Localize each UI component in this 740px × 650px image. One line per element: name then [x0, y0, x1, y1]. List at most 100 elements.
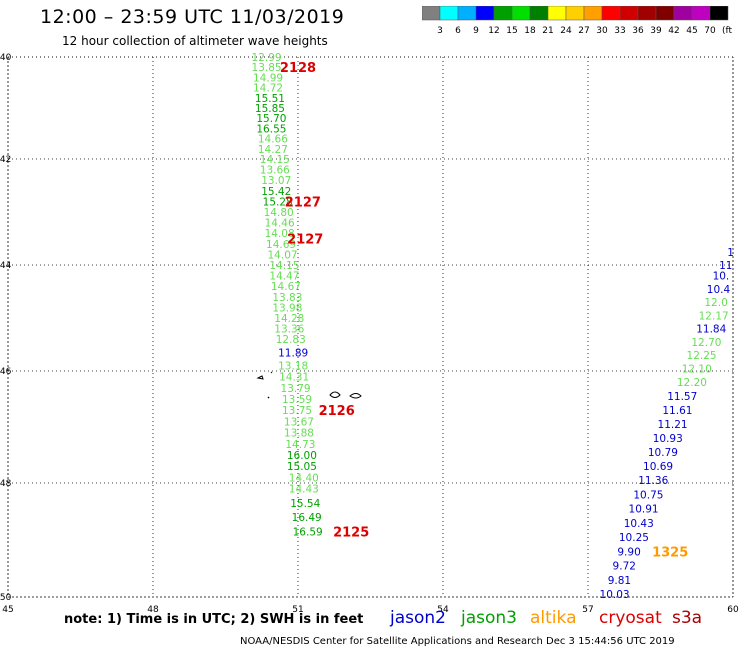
wave-height-value: 15.70	[256, 113, 286, 125]
wave-height-value: 15.54	[290, 498, 320, 510]
color-scale-label: 27	[578, 26, 589, 36]
wave-height-value: 14.67	[271, 281, 301, 293]
latitude-tick-label: -48	[0, 479, 12, 489]
longitude-tick-label: 48	[147, 605, 159, 615]
wave-height-value: 13.66	[260, 165, 290, 177]
wave-height-value: 13.07	[261, 175, 291, 187]
wave-height-value: 14.15	[269, 260, 299, 272]
wave-height-value: 10.4	[707, 284, 731, 296]
wave-height-value: 13.18	[278, 361, 308, 373]
longitude-tick-label: 51	[292, 605, 303, 615]
color-scale-label: 39	[650, 26, 662, 36]
color-scale-label: 24	[560, 26, 572, 36]
pass-number: 2128	[280, 61, 316, 76]
island-outline	[349, 393, 362, 399]
pass-number: 2127	[285, 195, 321, 210]
color-scale-label: 30	[596, 26, 608, 36]
wave-height-value: 11	[719, 260, 732, 272]
wave-height-value: 12.0	[704, 297, 727, 309]
longitude-tick-label: 45	[2, 605, 13, 615]
longitude-tick-label: 57	[582, 605, 593, 615]
wave-height-value: 12.25	[687, 350, 717, 362]
page-title: 12:00 – 23:59 UTC 11/03/2019	[40, 6, 345, 28]
page-subtitle: 12 hour collection of altimeter wave hei…	[62, 34, 328, 48]
latitude-tick-label: -44	[0, 261, 12, 271]
wave-height-value: 16.00	[287, 450, 317, 462]
legend-entry-cryosat: cryosat	[599, 608, 662, 628]
wave-height-value: 9.72	[613, 561, 636, 573]
wave-height-value: 11.36	[638, 475, 668, 487]
wave-height-value: 14.08	[265, 228, 295, 240]
island-outline	[256, 375, 264, 380]
wave-height-value: 13.59	[282, 394, 312, 406]
pass-number: 2126	[319, 404, 355, 419]
color-scale-label: 18	[524, 26, 536, 36]
wave-height-value: 10.91	[629, 504, 659, 516]
wave-height-value: 12.20	[677, 377, 707, 389]
color-scale-label: 33	[614, 26, 625, 36]
wave-height-value: 14.27	[258, 144, 288, 156]
wave-height-value: 10.03	[600, 589, 630, 601]
wave-height-value: 14.07	[268, 249, 298, 261]
wave-height-value: 10.25	[619, 532, 649, 544]
longitude-tick-label: 60	[727, 605, 739, 615]
color-scale-label: 21	[542, 26, 553, 36]
wave-height-value: 16.49	[292, 512, 322, 524]
wave-height-value: 10.69	[643, 461, 673, 473]
wave-height-value: 12.99	[252, 52, 282, 64]
wave-height-value: 11.21	[658, 419, 688, 431]
wave-height-value: 11.84	[696, 324, 726, 336]
wave-height-value: 13.88	[284, 428, 314, 440]
wave-height-value: 12.10	[682, 363, 712, 375]
map-grid: 45 48 51 54 57 60 -40 -42 -44 -46 -48 -50	[0, 53, 739, 615]
color-scale-label: 42	[668, 26, 679, 36]
island-coastlines	[256, 371, 362, 399]
island-outline	[270, 371, 273, 374]
color-scale-label: 9	[473, 26, 479, 36]
wave-height-value: 15.05	[287, 461, 317, 473]
wave-height-value: 14.31	[279, 372, 309, 384]
wave-height-value: 16.59	[293, 526, 323, 538]
color-scale-label: 6	[455, 26, 461, 36]
color-scale-label: 70	[704, 26, 716, 36]
wave-height-value: 13.79	[281, 383, 311, 395]
wave-height-value: 13.36	[274, 324, 304, 336]
color-scale-label: 15	[506, 26, 517, 36]
wave-height-value: 12.83	[276, 334, 306, 346]
wave-height-value: 14.46	[265, 218, 295, 230]
wave-height-value: 10.79	[648, 447, 678, 459]
pass-number: 2127	[287, 233, 323, 248]
color-scale-label: 3	[437, 26, 443, 36]
wave-height-value: 10.75	[633, 489, 663, 501]
wave-height-value: 14.28	[274, 313, 304, 325]
longitude-tick-label: 54	[437, 605, 449, 615]
color-scale-label: 36	[632, 26, 644, 36]
pass-number: 1325	[652, 545, 688, 560]
wave-height-value: 13.98	[272, 302, 302, 314]
color-scale-label: 45	[686, 26, 697, 36]
legend-entry-jason3: jason3	[461, 608, 517, 628]
wave-height-value: 14.73	[285, 439, 315, 451]
color-scale-unit: (ft)	[722, 26, 732, 36]
color-swatch	[709, 6, 729, 21]
wave-height-value: 14.47	[269, 271, 299, 283]
wave-height-value: 15.42	[261, 186, 291, 198]
wave-height-value: 10.43	[624, 518, 654, 530]
wave-height-value: 11.61	[662, 405, 692, 417]
units-note: note: 1) Time is in UTC; 2) SWH is in fe…	[64, 612, 364, 627]
legend-entry-altika: altika	[530, 608, 577, 628]
wave-height-value: 14.80	[264, 207, 294, 219]
wave-height-value: 1	[727, 247, 734, 259]
wave-height-value: 14.40	[289, 472, 319, 484]
wave-height-value: 11.57	[667, 391, 697, 403]
wave-height-value: 9.90	[617, 546, 640, 558]
latitude-tick-label: -42	[0, 155, 11, 165]
legend-entry-jason2: jason2	[390, 608, 446, 628]
wave-height-value: 13.75	[282, 405, 312, 417]
wave-height-value: 15.85	[255, 103, 285, 115]
wave-height-value: 13.85	[252, 62, 282, 74]
wave-height-value: 13.67	[284, 416, 314, 428]
wave-height-value: 14.69	[266, 239, 296, 251]
